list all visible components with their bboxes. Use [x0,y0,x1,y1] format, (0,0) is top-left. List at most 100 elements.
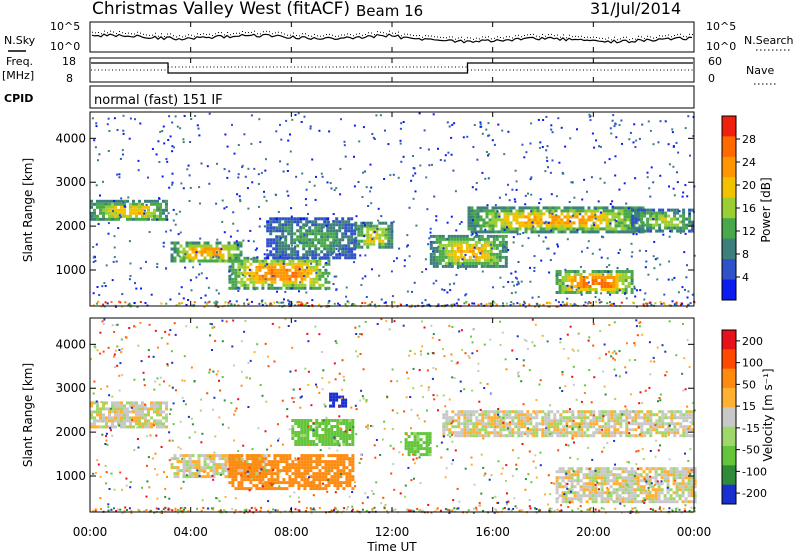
data-cell [419,432,423,436]
data-cell [404,444,408,448]
data-cell [547,434,551,438]
data-cell [327,460,331,464]
data-cell [239,241,243,245]
scatter-cell [591,132,594,135]
data-cell [627,470,631,474]
data-cell [338,395,342,399]
scatter-cell [550,229,553,232]
data-cell [583,410,587,414]
data-cell [588,485,592,489]
data-cell [239,244,243,248]
data-cell [676,416,680,420]
data-cell [521,221,525,225]
data-cell [571,425,575,429]
data-cell [176,469,180,473]
scatter-cell [402,121,405,123]
data-cell [269,244,273,248]
scatter-cell [419,164,422,167]
data-cell [481,413,485,417]
scatter-cell [112,260,115,263]
data-cell [579,273,583,276]
data-cell [630,497,634,501]
data-cell [489,252,493,256]
ground-cell [318,303,321,306]
data-cell [350,223,354,227]
scatter-cell [657,141,660,144]
scatter-cell [178,210,181,213]
data-cell [558,467,562,471]
data-cell [317,229,321,233]
data-cell [631,428,635,432]
data-cell [643,431,647,435]
scatter-cell [527,237,530,240]
data-cell [613,416,617,420]
data-cell [541,419,545,423]
data-cell [637,229,641,233]
ground-cell [648,301,651,304]
scatter-cell [104,203,107,206]
scatter-cell [224,133,227,136]
data-cell [520,413,524,417]
data-cell [321,437,325,440]
scatter-cell [171,183,174,186]
scatter-cell [195,276,198,279]
scatter-cell [264,264,267,267]
data-cell [357,230,361,234]
scatter-cell [634,146,637,148]
data-cell [557,206,561,210]
data-cell [658,211,662,215]
data-cell [503,218,507,222]
data-cell [120,413,123,417]
scatter-cell [587,281,590,284]
data-cell [582,476,586,480]
data-cell [290,250,294,254]
data-cell [634,419,638,423]
data-cell [545,227,549,231]
data-cell [303,422,307,425]
data-cell [228,268,232,272]
data-cell [206,472,210,476]
data-cell [338,244,342,248]
data-cell [685,431,689,435]
data-cell [114,416,117,420]
data-cell [676,410,680,414]
ground-cell [224,301,227,304]
scatter-cell [419,147,422,149]
data-cell [600,273,604,276]
data-cell [685,434,689,438]
data-cell [336,475,340,479]
scatter-cell [687,115,690,118]
data-cell [661,434,665,438]
data-cell [591,479,595,483]
data-cell [562,431,566,435]
data-cell [425,435,429,439]
scatter-cell [410,179,413,182]
data-cell [326,229,330,233]
data-cell [296,244,300,248]
data-cell [291,437,295,440]
data-cell [326,253,330,257]
data-cell [567,467,571,471]
data-cell [249,280,253,284]
scatter-cell [252,240,255,243]
data-cell [243,271,247,275]
data-cell [378,242,382,246]
data-cell [212,454,216,458]
data-cell [462,234,466,238]
data-cell [474,240,478,244]
data-cell [603,467,607,471]
data-cell [221,247,225,251]
data-cell [477,234,481,238]
data-cell [212,475,216,479]
data-cell [240,259,244,263]
data-cell [585,291,589,294]
data-cell [311,250,315,254]
data-cell [306,271,310,275]
data-cell [673,416,677,420]
data-cell [300,440,304,443]
data-cell [603,288,607,291]
data-cell [569,230,573,234]
data-cell [640,422,644,426]
data-cell [428,432,432,436]
colorbar-tick-label: 4 [742,271,749,284]
